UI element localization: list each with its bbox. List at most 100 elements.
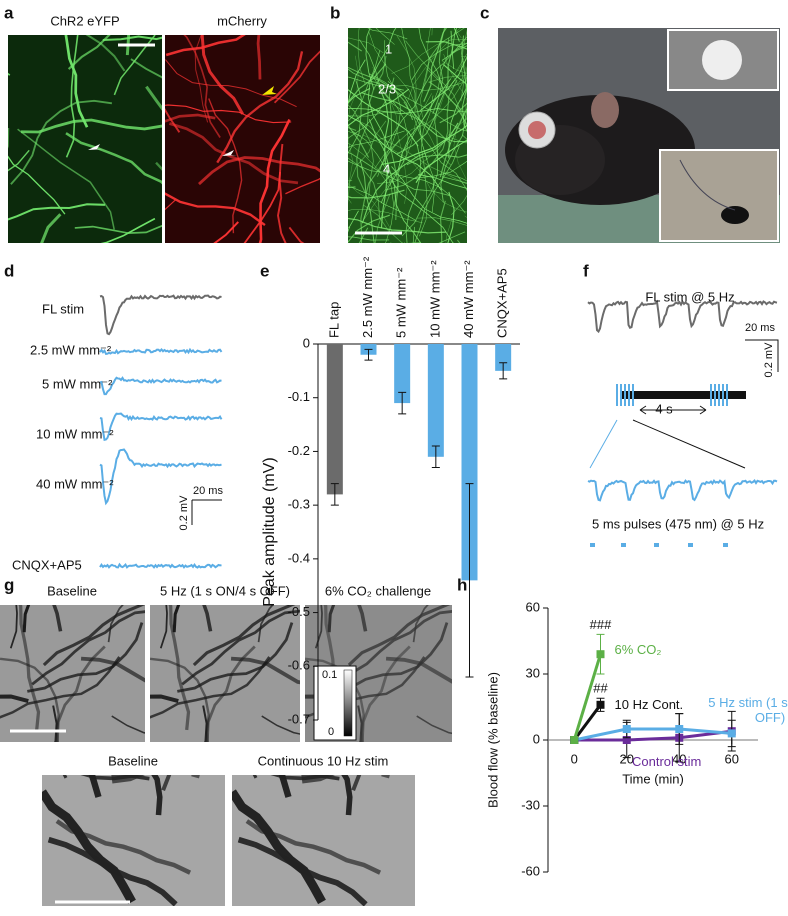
fiber <box>428 81 467 126</box>
fiber <box>237 836 368 906</box>
error-bar <box>398 391 407 415</box>
legend-label: 10 Hz Cont. <box>614 696 684 712</box>
mouse-ear <box>591 92 619 128</box>
fiber <box>372 75 409 207</box>
series-line <box>573 703 602 741</box>
fiber <box>348 37 384 54</box>
y-tick-label: -0.2 <box>288 443 310 458</box>
scale-label: 0.2 mV <box>178 495 190 531</box>
bar <box>394 344 411 404</box>
fiber <box>305 694 334 704</box>
panel-label: b <box>330 3 340 22</box>
fiber <box>27 622 144 693</box>
fiber <box>403 101 467 192</box>
fiber <box>150 657 210 742</box>
fiber <box>396 30 453 155</box>
fiber <box>232 789 326 905</box>
fiber <box>351 130 394 243</box>
trace <box>99 347 223 355</box>
legend-label: 5 Hz stim (1 s ON/4 s OFF) <box>708 695 788 725</box>
fiber <box>113 35 156 96</box>
trace <box>587 299 778 334</box>
y-tick-label: -0.6 <box>288 658 310 673</box>
y-axis-label: Blood flow (% baseline) <box>485 672 500 808</box>
blood-flow-image <box>232 775 415 906</box>
fiber <box>9 605 18 649</box>
stim-timeline <box>620 391 746 399</box>
legend-label: 6% CO₂ <box>614 642 662 658</box>
image-title: Baseline <box>108 753 158 768</box>
fiber <box>461 35 467 133</box>
fiber <box>375 28 395 45</box>
fiber <box>374 66 467 169</box>
fiber <box>80 656 145 683</box>
x-tick-label: CNQX+AP5 <box>495 268 510 338</box>
fiber <box>388 80 467 91</box>
fiber <box>420 28 431 118</box>
fiber <box>385 79 458 191</box>
layer-label: 4 <box>383 161 390 176</box>
fiber <box>442 605 446 607</box>
fiber <box>348 104 374 197</box>
fiber <box>348 76 402 91</box>
fiber <box>419 56 467 112</box>
x-tick-label: 0 <box>571 751 578 766</box>
fiber <box>369 73 467 132</box>
marker <box>622 725 631 733</box>
fiber <box>405 40 467 129</box>
y-tick-label: -30 <box>521 797 540 812</box>
trace-label: FL stim <box>42 301 84 316</box>
fiber <box>172 605 181 633</box>
fiber <box>428 74 467 83</box>
fiber <box>460 29 467 102</box>
mouse-inset <box>721 206 749 224</box>
pulse-label: 5 ms pulses (475 nm) @ 5 Hz <box>592 516 764 531</box>
fiber <box>40 213 62 243</box>
fiber <box>145 85 162 111</box>
fiber <box>192 605 296 667</box>
fiber <box>418 28 443 89</box>
fiber <box>8 149 30 172</box>
fiber <box>432 28 446 114</box>
fiber <box>348 50 381 122</box>
fiber <box>348 68 404 91</box>
fiber <box>0 694 29 704</box>
fiber <box>348 214 390 243</box>
fiber <box>439 108 467 178</box>
marker <box>622 736 631 744</box>
micrograph-red <box>165 35 320 243</box>
marker <box>596 650 605 659</box>
fiber <box>443 64 467 86</box>
error-bar <box>465 483 474 678</box>
fiber <box>423 28 447 102</box>
image-title: Baseline <box>47 583 97 598</box>
fiber <box>357 605 368 632</box>
fiber <box>353 118 467 184</box>
fiber <box>273 50 320 104</box>
fiber <box>165 192 266 227</box>
fiber <box>348 183 393 233</box>
fiber <box>159 605 168 649</box>
fiber <box>165 113 216 123</box>
x-axis-label: Time (min) <box>622 771 684 786</box>
colorbar-label: 0 <box>328 726 334 738</box>
fiber <box>336 610 452 686</box>
fiber <box>347 605 451 667</box>
scale-bar <box>745 339 779 372</box>
fiber <box>348 152 450 197</box>
trace <box>99 448 222 506</box>
fiber <box>18 605 41 731</box>
marker <box>570 736 579 744</box>
y-tick-label: -0.7 <box>288 711 310 726</box>
fiber <box>415 139 467 183</box>
arrow <box>88 144 103 150</box>
fiber <box>348 209 423 223</box>
fiber <box>363 204 404 243</box>
scale-bar <box>191 499 222 525</box>
fiber <box>377 118 467 184</box>
trace <box>99 412 223 441</box>
fiber <box>382 36 467 151</box>
error-bar <box>364 348 373 361</box>
y-tick-label: 30 <box>526 665 540 680</box>
y-tick-label: -0.5 <box>288 604 310 619</box>
